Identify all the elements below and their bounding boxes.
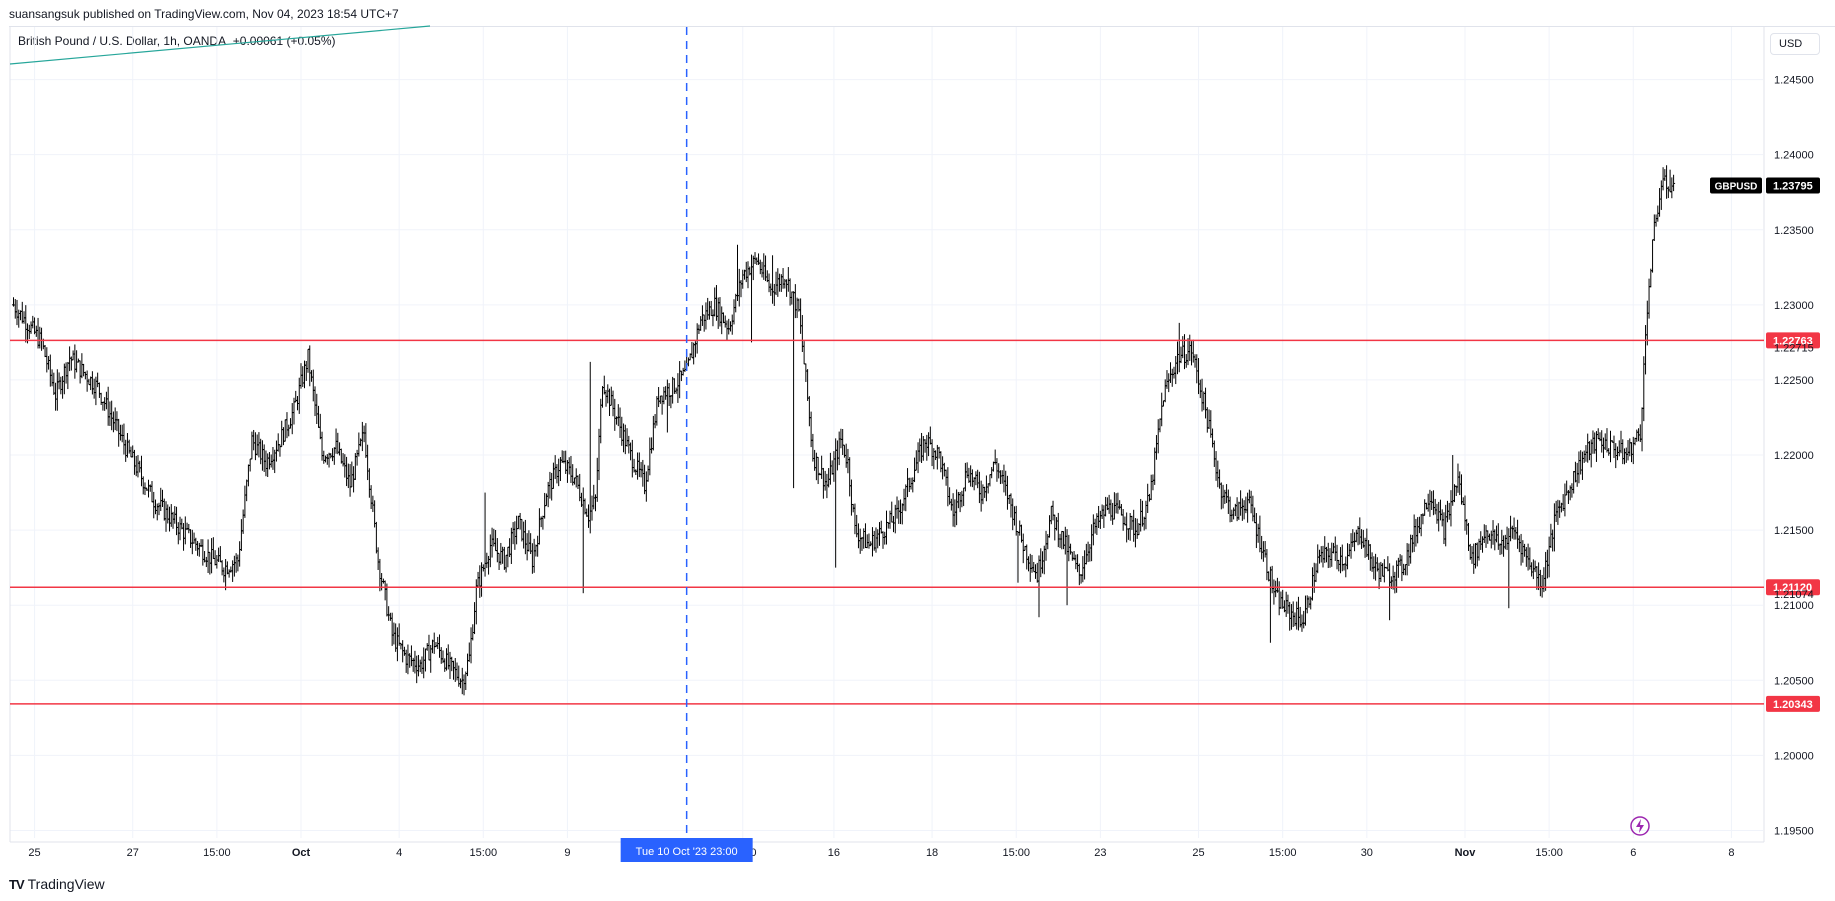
x-tick-label: 25 (28, 847, 40, 859)
lightning-icon (1630, 816, 1650, 836)
last-price-label: 1.23795 (1773, 180, 1813, 192)
y-tick-label: 1.20000 (1774, 750, 1814, 762)
x-tick-label: 8 (1728, 847, 1734, 859)
y-tick-label: 1.21000 (1774, 600, 1814, 612)
y-extra-label: 1.21074 (1774, 589, 1814, 601)
symbol-name-label: GBPUSD (1715, 181, 1758, 192)
y-tick-label: 1.24500 (1774, 75, 1814, 87)
x-tick-label: 6 (1630, 847, 1636, 859)
y-tick-label: 1.22500 (1774, 375, 1814, 387)
tradingview-logo[interactable]: TV TradingView (9, 876, 105, 892)
symbol-change: +0.00061 (+0.05%) (232, 34, 336, 48)
level-price-tag (1766, 579, 1820, 596)
y-extra-label: 1.22715 (1774, 343, 1814, 355)
y-tick-label: 1.21500 (1774, 525, 1814, 537)
x-tick-label: Oct (292, 847, 311, 859)
publisher-line: suansangsuk published on TradingView.com… (9, 7, 399, 21)
x-tick-label: 25 (1192, 847, 1204, 859)
x-tick-label: 15:00 (1002, 847, 1030, 859)
level-price-tag (1766, 695, 1820, 712)
last-price-tag (1766, 177, 1820, 194)
x-tick-label: 27 (127, 847, 139, 859)
crosshair-date-label: Tue 10 Oct '23 23:00 (636, 846, 738, 858)
x-tick-label: 15:00 (470, 847, 498, 859)
x-tick-label: 9 (564, 847, 570, 859)
symbol-name-tag (1710, 177, 1762, 194)
x-tick-label: 15:00 (203, 847, 231, 859)
y-tick-label: 1.23000 (1774, 300, 1814, 312)
x-tick-label: 18 (926, 847, 938, 859)
y-tick-label: 1.23500 (1774, 225, 1814, 237)
level-price-label: 1.22763 (1773, 335, 1813, 347)
symbol-name: British Pound / U.S. Dollar, 1h, OANDA (18, 34, 226, 48)
currency-button[interactable]: USD (1770, 33, 1820, 55)
x-tick-label: Nov (1455, 847, 1477, 859)
level-price-label: 1.21120 (1773, 582, 1812, 594)
trendline (9, 25, 431, 65)
x-tick-label: 23 (1094, 847, 1106, 859)
y-tick-label: 1.22000 (1774, 450, 1814, 462)
crosshair-date-tag (620, 838, 753, 862)
y-tick-label: 1.19500 (1774, 825, 1814, 837)
lightning-icon-bolt (1636, 819, 1644, 833)
tradingview-logo-icon: TV (9, 876, 25, 892)
y-tick-label: 1.20500 (1774, 675, 1814, 687)
symbol-legend: British Pound / U.S. Dollar, 1h, OANDA +… (18, 34, 336, 48)
x-tick-label: 15:00 (1269, 847, 1297, 859)
y-tick-label: 1.24000 (1774, 150, 1814, 162)
level-price-label: 1.20343 (1773, 699, 1813, 711)
x-tick-label: 16 (828, 847, 840, 859)
x-tick-label: 4 (396, 847, 402, 859)
tradingview-logo-text: TradingView (27, 876, 105, 892)
top-divider (9, 26, 1835, 27)
x-tick-label: 30 (1361, 847, 1373, 859)
level-price-tag (1766, 332, 1820, 349)
x-tick-label: 15:00 (1535, 847, 1563, 859)
